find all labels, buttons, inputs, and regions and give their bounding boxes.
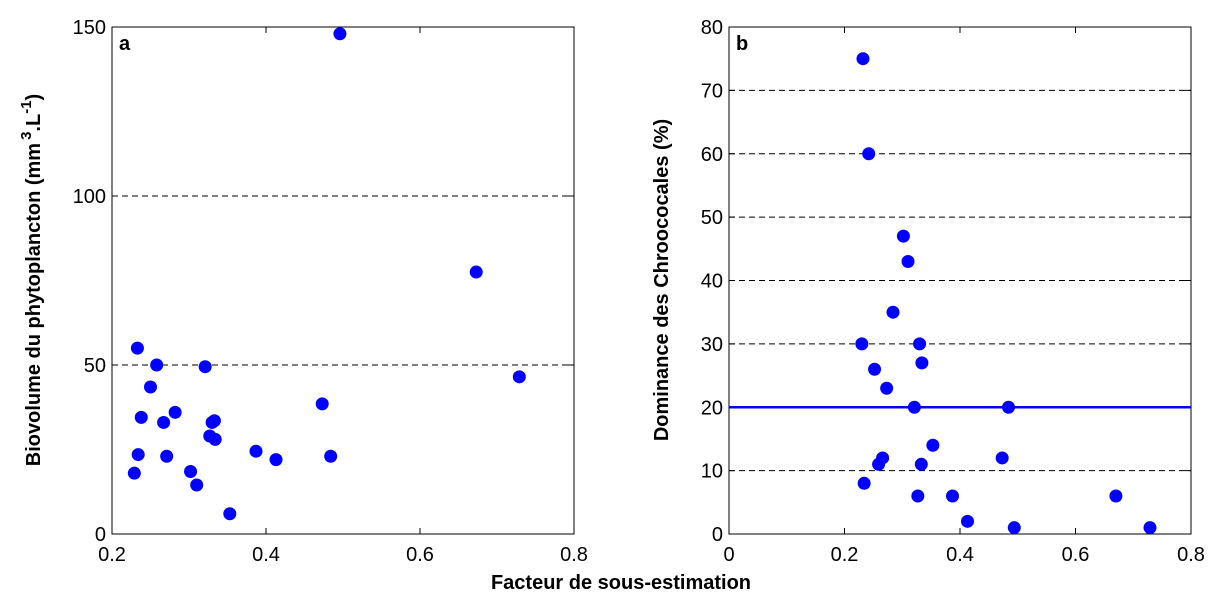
panel-b-points (855, 52, 1157, 535)
panel-a-ytick-label: 0 (95, 524, 106, 546)
panel-b-ytick-label: 10 (701, 461, 723, 483)
panel-b-data-point (896, 229, 910, 243)
panel-b-data-point (907, 400, 921, 414)
panel-b-xtick-label: 0 (723, 544, 734, 566)
panel-a-label: a (119, 33, 131, 55)
panel-a-data-point (134, 410, 148, 424)
panel-a-ytick-label: 50 (84, 355, 106, 377)
panel-b-data-point (945, 489, 959, 503)
panel-a-ylabel: Biovolume du phytoplancton (mm3.L-1) (18, 94, 45, 466)
panel-a-data-point (168, 405, 182, 419)
panel-a-xtick-label: 0.2 (98, 544, 126, 566)
panel-b-data-point (856, 52, 870, 66)
panel-b-data-point (876, 451, 890, 465)
panel-b-data-point (901, 254, 915, 268)
panel-b-xtick-label: 0.2 (831, 544, 859, 566)
panel-b-ytick-label: 40 (701, 271, 723, 293)
panel-b-ticks: 0 10 20 30 40 50 60 70 80 0 0.2 0.4 0.6 0.8 (701, 17, 1205, 566)
panel-a-data-point (130, 341, 144, 355)
panel-a-data-point (198, 360, 212, 374)
panel-a-data-point (333, 27, 347, 41)
panel-a-ytick-label: 150 (73, 17, 106, 39)
panel-a-data-point (223, 507, 237, 521)
panel-a-data-point (208, 432, 222, 446)
panel-b-data-point (886, 305, 900, 319)
panel-b-axes-box (728, 26, 1192, 535)
panel-a-xtick-label: 0.4 (252, 544, 280, 566)
panel-a-data-point (144, 380, 157, 394)
panel-b-data-point (855, 337, 869, 351)
panel-b-data-point (914, 457, 928, 471)
panel-b-ytick-label: 50 (701, 207, 723, 229)
panel-b-label: b (736, 33, 748, 55)
panel-b-ylabel: Dominance des Chroococales (%) (651, 119, 673, 441)
panel-a-ytick-label: 100 (73, 186, 106, 208)
panel-a-data-point (249, 444, 263, 458)
panel-b-data-point (1002, 400, 1016, 414)
panel-b-data-point (1007, 521, 1021, 535)
panel-b-xtick-label: 0.6 (1062, 544, 1090, 566)
panel-b-data-point (880, 381, 894, 395)
panel-b-data-point (926, 438, 940, 452)
panel-a-data-point (160, 449, 174, 463)
panel-b-data-point (1143, 521, 1157, 535)
panel-a-data-point (269, 453, 283, 467)
panel-b-ytick-label: 0 (712, 524, 723, 546)
panel-b-ytick-label: 70 (701, 80, 723, 102)
panel-b-data-point (913, 337, 927, 351)
panel-b-ytick-label: 80 (701, 17, 723, 39)
panel-a-data-point (190, 478, 204, 492)
panel-a-axes-box (111, 26, 575, 535)
panel-a-data-point (469, 265, 483, 279)
panel-b-data-point (915, 356, 929, 370)
panel-b-data-point (868, 362, 882, 376)
panel-b: 0 10 20 30 40 50 60 70 80 0 0.2 0.4 0.6 0.8 b Dominan… (651, 17, 1205, 566)
panel-a-data-point (324, 449, 338, 463)
panel-b-data-point (857, 476, 871, 490)
panel-a-ticks: 0 50 100 150 0.2 0.4 0.6 0.8 (73, 17, 588, 566)
panel-a-data-point (207, 414, 221, 428)
panel-b-ytick-label: 20 (701, 397, 723, 419)
panel-b-data-point (911, 489, 925, 503)
panel-b-ytick-label: 60 (701, 144, 723, 166)
panel-b-data-point (961, 514, 975, 528)
panel-a-data-point (127, 466, 141, 480)
panel-a-points (127, 27, 526, 521)
panel-a-data-point (157, 415, 171, 429)
panel-a-data-point (184, 464, 198, 478)
panel-a: 0 50 100 150 0.2 0.4 0.6 0.8 a Biovolume du phy… (18, 17, 588, 566)
panel-a-xtick-label: 0.6 (406, 544, 434, 566)
panel-b-data-point (995, 451, 1009, 465)
x-axis-label: Facteur de sous-estimation (491, 572, 751, 594)
panel-a-data-point (512, 370, 526, 384)
panel-a-data-point (315, 397, 329, 411)
panel-b-xtick-label: 0.8 (1177, 544, 1205, 566)
panel-b-data-point (862, 147, 876, 161)
panel-b-gridlines (729, 89, 1191, 472)
panel-b-xtick-label: 0.4 (946, 544, 974, 566)
panel-b-data-point (1109, 489, 1123, 503)
panel-b-ytick-label: 30 (701, 334, 723, 356)
panel-a-data-point (150, 358, 164, 372)
panel-a-xtick-label: 0.8 (560, 544, 588, 566)
panel-a-data-point (131, 448, 145, 462)
panel-a-gridlines (112, 195, 574, 366)
